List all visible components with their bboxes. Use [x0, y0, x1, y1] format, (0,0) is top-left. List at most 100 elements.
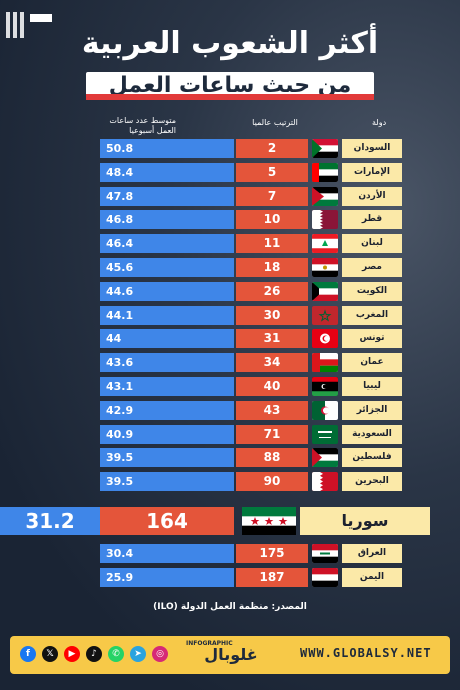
- hours-value: 46.8: [100, 210, 234, 230]
- hours-value: 44.6: [100, 281, 234, 301]
- country-name: مصر: [342, 258, 402, 277]
- syria-flag-icon: [242, 507, 296, 535]
- rank-value: 90: [236, 472, 308, 492]
- table-row: 44 31 تونس: [0, 329, 460, 349]
- rank-value: 30: [236, 305, 308, 325]
- bahrain-flag-icon: [312, 472, 338, 492]
- country-name: الأردن: [342, 186, 402, 206]
- saudi-flag-icon: [312, 424, 338, 444]
- algeria-flag-icon: [312, 400, 338, 420]
- source-note: المصدر: منظمة العمل الدولة (ILO): [153, 602, 307, 612]
- decorative-bar: [30, 14, 52, 22]
- hours-value: 48.4: [100, 162, 234, 182]
- hours-value: 50.8: [100, 139, 234, 158]
- yemen-flag-icon: [312, 568, 338, 587]
- country-name: الجزائر: [342, 400, 402, 420]
- table-row: 48.4 5 الإمارات: [0, 162, 460, 182]
- hours-value: 43.6: [100, 353, 234, 373]
- hours-value: 44: [100, 329, 234, 349]
- whatsapp-icon[interactable]: ✆: [108, 646, 124, 662]
- rank-value: 31: [236, 329, 308, 349]
- youtube-icon[interactable]: ▶: [64, 646, 80, 662]
- x-icon[interactable]: 𝕏: [42, 646, 58, 662]
- header-rank: الترتيب عالميا: [252, 118, 298, 127]
- country-name: البحرين: [342, 472, 402, 492]
- hours-value: 47.8: [100, 186, 234, 206]
- hours-value: 39.5: [100, 472, 234, 492]
- egypt-flag-icon: [312, 258, 338, 277]
- rank-value: 7: [236, 186, 308, 206]
- table-row: 25.9 187 اليمن: [0, 568, 460, 587]
- rank-value: 5: [236, 162, 308, 182]
- table-row: 42.9 43 الجزائر: [0, 400, 460, 420]
- country-name: العراق: [342, 544, 402, 563]
- facebook-icon[interactable]: f: [20, 646, 36, 662]
- rank-value: 10: [236, 210, 308, 230]
- table-row: 46.4 11 لبنان: [0, 234, 460, 254]
- rank-value: 11: [236, 234, 308, 254]
- hours-value: 40.9: [100, 424, 234, 444]
- rank-value: 26: [236, 281, 308, 301]
- subtitle-accent: [86, 94, 374, 100]
- hours-value: 39.5: [100, 448, 234, 468]
- hours-value: 45.6: [100, 258, 234, 277]
- table-row: 47.8 7 الأردن: [0, 186, 460, 206]
- rank-value: 18: [236, 258, 308, 277]
- table-row: 39.5 90 البحرين: [0, 472, 460, 492]
- libya-flag-icon: [312, 377, 338, 396]
- rank-value: 43: [236, 400, 308, 420]
- kuwait-flag-icon: [312, 281, 338, 301]
- rank-value: 34: [236, 353, 308, 373]
- rank-value: 2: [236, 139, 308, 158]
- country-name: فلسطين: [342, 448, 402, 468]
- hours-value: 30.4: [100, 544, 234, 563]
- country-name: ليبيا: [342, 377, 402, 396]
- header-hours: متوسط عدد ساعات العمل أسبوعيا: [102, 116, 176, 136]
- telegram-icon[interactable]: ➤: [130, 646, 146, 662]
- hours-value: 42.9: [100, 400, 234, 420]
- header-country: دولة: [372, 118, 387, 127]
- iraq-flag-icon: [312, 544, 338, 563]
- table-row: 30.4 175 العراق: [0, 544, 460, 563]
- header-hours-line1: متوسط عدد ساعات: [109, 116, 176, 125]
- highlight-country: سوريا: [300, 507, 430, 535]
- decorative-grid-icon: [6, 12, 24, 38]
- jordan-flag-icon: [312, 186, 338, 206]
- lebanon-flag-icon: [312, 234, 338, 254]
- table-row: 44.1 30 المغرب: [0, 305, 460, 325]
- table-row: 39.5 88 فلسطين: [0, 448, 460, 468]
- table-row: 50.8 2 السودان: [0, 139, 460, 158]
- page-title: أكثر الشعوب العربية: [81, 26, 379, 61]
- qatar-flag-icon: [312, 210, 338, 230]
- table-row: 45.6 18 مصر: [0, 258, 460, 277]
- instagram-icon[interactable]: ◎: [152, 646, 168, 662]
- rank-value: 175: [236, 544, 308, 563]
- country-name: السعودية: [342, 424, 402, 444]
- rank-value: 187: [236, 568, 308, 587]
- hours-value: 44.1: [100, 305, 234, 325]
- morocco-flag-icon: [312, 305, 338, 325]
- rank-value: 40: [236, 377, 308, 396]
- table-row: 43.6 34 عمان: [0, 353, 460, 373]
- hours-value: 43.1: [100, 377, 234, 396]
- tiktok-icon[interactable]: ♪: [86, 646, 102, 662]
- highlight-hours: 31.2: [0, 507, 100, 535]
- rank-value: 71: [236, 424, 308, 444]
- sudan-flag-icon: [312, 139, 338, 158]
- country-name: عمان: [342, 353, 402, 373]
- country-name: لبنان: [342, 234, 402, 254]
- uae-flag-icon: [312, 162, 338, 182]
- footer-bar: [10, 636, 450, 674]
- country-name: الإمارات: [342, 162, 402, 182]
- brand-logo: غلوبال: [204, 645, 258, 664]
- table-row: 40.9 71 السعودية: [0, 424, 460, 444]
- highlight-rank: 164: [100, 507, 234, 535]
- table-row: 46.8 10 قطر: [0, 210, 460, 230]
- country-name: الكويت: [342, 281, 402, 301]
- country-name: اليمن: [342, 568, 402, 587]
- website-link[interactable]: WWW.GLOBALSY.NET: [300, 646, 432, 660]
- country-name: قطر: [342, 210, 402, 230]
- tunisia-flag-icon: [312, 329, 338, 349]
- palestine-flag-icon: [312, 448, 338, 468]
- hours-value: 46.4: [100, 234, 234, 254]
